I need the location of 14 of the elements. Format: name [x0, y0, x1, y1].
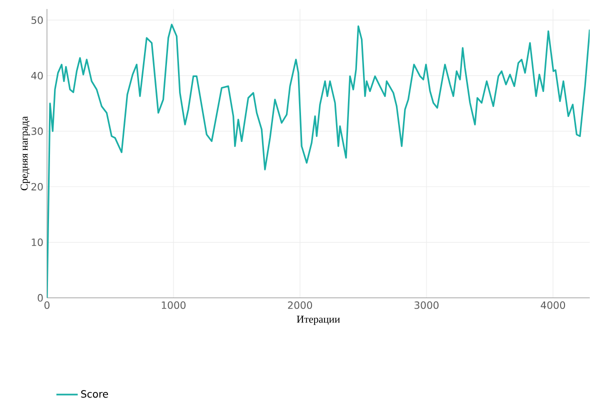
x-tick-label: 1000: [162, 301, 186, 309]
y-tick-label: 10: [32, 238, 43, 246]
x-axis-title: Итерации: [296, 316, 340, 325]
y-tick-label: 50: [32, 16, 43, 24]
legend-label: Score: [81, 390, 108, 398]
x-tick-label: 0: [44, 301, 50, 309]
x-tick-label: 3000: [414, 301, 439, 309]
y-axis-title: Средняя награда: [20, 116, 30, 190]
y-tick-label: 30: [32, 127, 43, 135]
y-tick-label: 40: [31, 72, 43, 80]
x-tick-label: 4000: [540, 301, 566, 309]
y-tick-label: 0: [38, 294, 43, 302]
y-tick-label: 20: [31, 182, 43, 190]
x-tick-label: 2000: [288, 301, 312, 309]
